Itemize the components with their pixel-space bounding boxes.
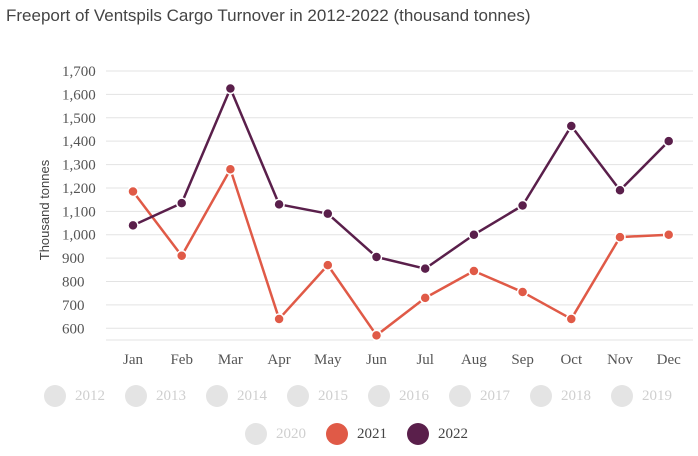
- data-point-2021-Nov[interactable]: [614, 231, 626, 243]
- y-tick-label: 1,700: [62, 64, 96, 80]
- legend-label: 2012: [75, 387, 105, 404]
- y-tick-label: 1,100: [62, 204, 96, 220]
- x-tick-label: Jul: [416, 352, 434, 368]
- y-tick-label: 900: [62, 251, 85, 267]
- data-point-2021-May[interactable]: [322, 259, 334, 271]
- y-axis-label: Thousand tonnes: [37, 159, 52, 260]
- legend-label: 2016: [399, 387, 429, 404]
- data-point-2022-Sep[interactable]: [516, 199, 529, 212]
- y-tick-label: 1,000: [62, 228, 96, 244]
- legend-label: 2018: [561, 387, 591, 404]
- y-tick-label: 600: [62, 321, 85, 337]
- legend-marker: [245, 423, 267, 445]
- legend-item-2012[interactable]: 2012: [44, 385, 105, 407]
- line-chart: 600 700 800 900 1,000 1,100 1,200 1,300 1,400 1,5…: [37, 64, 693, 368]
- data-point-2021-Jun[interactable]: [370, 329, 383, 342]
- legend-row-1: 2012 2013 2014 2015 2016 2017 2018 2019: [44, 385, 692, 407]
- x-tick-label: Apr: [267, 352, 290, 368]
- data-point-2022-May[interactable]: [322, 207, 334, 220]
- data-point-2021-Dec[interactable]: [662, 228, 675, 241]
- legend-item-2016[interactable]: 2016: [368, 385, 429, 407]
- y-tick-label: 700: [62, 298, 85, 314]
- data-point-2022-Jan[interactable]: [127, 219, 139, 232]
- y-tick-label: 1,300: [62, 158, 96, 174]
- y-tick-label: 1,200: [62, 181, 96, 197]
- series-2022: [127, 82, 675, 275]
- legend-marker: [287, 385, 309, 407]
- x-tick-label: May: [314, 352, 342, 368]
- y-tick-label: 800: [62, 275, 85, 291]
- legend-marker: [368, 385, 390, 407]
- series-line-2022: [132, 87, 670, 270]
- x-axis: Jan Feb Mar Apr May Jun Jul Aug Sep Oct Nov Dec: [123, 352, 681, 368]
- legend-item-2018[interactable]: 2018: [530, 385, 591, 407]
- legend-label: 2021: [357, 425, 387, 442]
- legend-item-2015[interactable]: 2015: [287, 385, 348, 407]
- series-2021: [127, 163, 675, 342]
- data-point-2021-Jan[interactable]: [127, 185, 139, 198]
- legend-label: 2015: [318, 387, 348, 404]
- data-point-2021-Mar[interactable]: [224, 163, 237, 175]
- data-point-2021-Aug[interactable]: [468, 265, 480, 277]
- x-tick-label: Nov: [607, 352, 633, 368]
- legend-marker: [611, 385, 633, 407]
- legend-item-2020[interactable]: 2020: [245, 423, 306, 445]
- x-tick-label: Sep: [511, 352, 534, 368]
- data-point-2022-Jun[interactable]: [370, 251, 383, 263]
- series-line-2021: [132, 167, 669, 337]
- y-tick-label: 1,400: [62, 134, 96, 150]
- series-layer: [127, 82, 675, 342]
- legend-item-2013[interactable]: 2013: [125, 385, 186, 407]
- data-point-2021-Oct[interactable]: [565, 313, 578, 325]
- data-point-2021-Feb[interactable]: [175, 250, 188, 262]
- data-point-2021-Sep[interactable]: [516, 286, 529, 298]
- data-point-2022-Apr[interactable]: [273, 198, 285, 211]
- x-tick-label: Mar: [218, 352, 243, 368]
- grid-lines: [106, 70, 693, 341]
- legend-label: 2020: [276, 425, 306, 442]
- data-point-2022-Oct[interactable]: [565, 120, 578, 132]
- legend-marker: [407, 423, 429, 445]
- data-point-2022-Dec[interactable]: [662, 135, 675, 147]
- legend-row-2: 2020 2021 2022: [245, 423, 488, 445]
- x-tick-label: Dec: [657, 352, 681, 368]
- y-tick-label: 1,500: [62, 111, 96, 127]
- data-point-2021-Jul[interactable]: [419, 292, 431, 304]
- legend-label: 2013: [156, 387, 186, 404]
- legend-label: 2014: [237, 387, 267, 404]
- legend-item-2014[interactable]: 2014: [206, 385, 267, 407]
- x-tick-label: Oct: [560, 352, 582, 368]
- legend-marker: [449, 385, 471, 407]
- x-tick-label: Aug: [461, 352, 487, 368]
- legend-item-2019[interactable]: 2019: [611, 385, 672, 407]
- data-point-2022-Feb[interactable]: [175, 197, 188, 209]
- chart-title: Freeport of Ventspils Cargo Turnover in …: [6, 6, 531, 25]
- legend-marker: [206, 385, 228, 407]
- data-point-2022-Jul[interactable]: [419, 262, 431, 275]
- legend-label: 2017: [480, 387, 510, 404]
- x-tick-label: Jan: [123, 352, 143, 368]
- legend-item-2021[interactable]: 2021: [326, 423, 387, 445]
- x-tick-label: Feb: [170, 352, 193, 368]
- y-tick-label: 1,600: [62, 87, 96, 103]
- data-point-2022-Aug[interactable]: [468, 228, 480, 241]
- data-point-2022-Nov[interactable]: [614, 184, 626, 197]
- x-tick-label: Jun: [366, 352, 387, 368]
- legend-item-2017[interactable]: 2017: [449, 385, 510, 407]
- y-axis: 600 700 800 900 1,000 1,100 1,200 1,300 1,400 1,5…: [62, 64, 96, 337]
- legend-marker: [326, 423, 348, 445]
- legend-label: 2022: [438, 425, 468, 442]
- data-point-2021-Apr[interactable]: [273, 313, 285, 325]
- legend-marker: [44, 385, 66, 407]
- legend-marker: [125, 385, 147, 407]
- legend-label: 2019: [642, 387, 672, 404]
- legend-marker: [530, 385, 552, 407]
- legend-item-2022[interactable]: 2022: [407, 423, 468, 445]
- data-point-2022-Mar[interactable]: [224, 82, 237, 95]
